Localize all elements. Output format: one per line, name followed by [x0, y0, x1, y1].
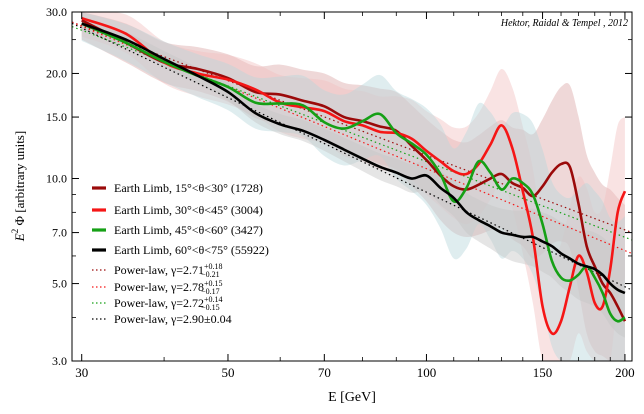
- series-line-3: [81, 22, 626, 323]
- x-tick-label: 100: [417, 365, 437, 380]
- x-tick-label: 200: [615, 365, 635, 380]
- y-axis-label-main: E: [12, 233, 27, 242]
- x-axis-label: E [GeV]: [328, 390, 376, 405]
- x-tick-label: 50: [221, 365, 234, 380]
- y-axis-label: E2 Φ [arbitrary units]: [10, 131, 27, 242]
- x-axis-ticks: 30 50 70 100 150 200: [75, 12, 635, 380]
- legend-label-powerlaw: Power-law, γ=2.71+0.18 −0.21: [114, 262, 223, 279]
- y-tick-label: 5.0: [52, 277, 67, 291]
- legend-label-powerlaw: Power-law, γ=2.72+0.14 −0.15: [114, 295, 223, 312]
- series-line-2: [81, 16, 627, 336]
- legend-label: Earth Limb, 45°<θ<60° (3427): [114, 223, 263, 237]
- uncertainty-band-2: [81, 12, 625, 361]
- y-tick-label: 30.0: [46, 5, 67, 19]
- y-tick-label: 20.0: [46, 66, 67, 80]
- y-axis-ticks: 3.0 5.0 7.0 10.0 15.0 20.0 30.0: [46, 5, 632, 368]
- y-axis-label-rest: Φ [arbitrary units]: [12, 131, 27, 229]
- y-tick-label: 10.0: [46, 172, 67, 186]
- plot-frame: [71, 11, 633, 362]
- legend-label-powerlaw: Power-law, γ=2.90±0.04: [114, 312, 232, 326]
- uncertainty-band-3: [81, 12, 625, 361]
- citation-annotation: Hektor, Raidal & Tempel , 2012: [500, 18, 628, 29]
- y-tick-label: 3.0: [52, 354, 67, 368]
- x-tick-label: 30: [75, 365, 88, 380]
- legend-label-powerlaw: Power-law, γ=2.78+0.15 −0.17: [114, 279, 223, 296]
- series-line-4: [81, 22, 626, 295]
- legend-label: Earth Limb, 60°<θ<75° (55922): [114, 243, 269, 257]
- y-tick-label: 7.0: [52, 226, 67, 240]
- x-tick-label: 150: [533, 365, 553, 380]
- y-axis-label-sup: 2: [10, 229, 20, 234]
- powerlaw-line-1: [72, 21, 632, 234]
- data-series-lines: [81, 16, 627, 336]
- x-tick-label: 70: [318, 365, 331, 380]
- legend-label: Earth Limb, 15°<θ<30° (1728): [114, 181, 263, 195]
- legend: Earth Limb, 15°<θ<30° (1728) Earth Limb, …: [92, 181, 269, 326]
- y-tick-label: 15.0: [46, 110, 67, 124]
- legend-label: Earth Limb, 30°<θ<45° (3004): [114, 203, 263, 217]
